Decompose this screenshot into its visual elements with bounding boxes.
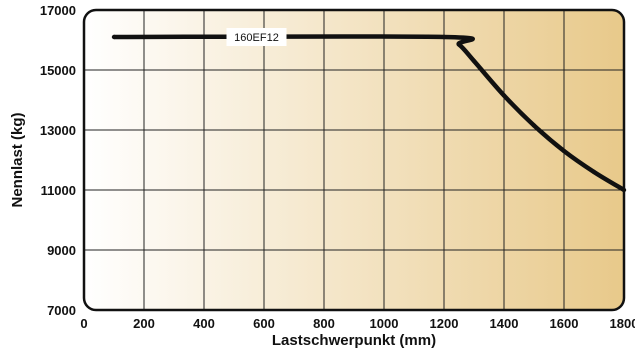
data-point xyxy=(456,42,462,47)
tick-labels: 0 200 400 600 800 1000 1200 1400 1600 1800 7000 900… xyxy=(40,3,635,331)
data-point xyxy=(441,34,447,40)
x-tick-label: 1000 xyxy=(370,316,399,331)
data-point xyxy=(561,148,567,154)
series-layer: 160EF12 xyxy=(111,28,627,193)
y-tick-label: 9000 xyxy=(47,243,76,258)
plot-background xyxy=(84,10,624,310)
x-tick-label: 200 xyxy=(133,316,155,331)
x-tick-label: 1400 xyxy=(490,316,519,331)
x-tick-label: 800 xyxy=(313,316,335,331)
series-label: 160EF12 xyxy=(234,32,279,44)
y-tick-label: 7000 xyxy=(47,303,76,318)
x-axis-title: Lastschwerpunkt (mm) xyxy=(272,332,436,349)
data-point xyxy=(531,123,537,128)
y-tick-label: 13000 xyxy=(40,123,76,138)
x-tick-label: 1800 xyxy=(610,316,635,331)
series-label-box xyxy=(226,28,287,46)
y-axis-title: Nennlast (kg) xyxy=(9,112,26,207)
data-point xyxy=(501,93,507,98)
x-tick-label: 1200 xyxy=(430,316,459,331)
y-tick-label: 17000 xyxy=(40,3,76,18)
grid xyxy=(84,10,624,310)
plot-frame xyxy=(82,8,626,312)
x-tick-label: 1600 xyxy=(550,316,579,331)
data-point xyxy=(591,169,597,175)
y-tick-label: 15000 xyxy=(40,63,76,78)
x-tick-label: 0 xyxy=(80,316,87,331)
x-tick-label: 400 xyxy=(193,316,215,331)
data-point xyxy=(111,34,117,40)
data-point xyxy=(471,58,477,64)
series-line-160EF12 xyxy=(113,34,626,192)
y-tick-label: 11000 xyxy=(41,183,76,198)
x-tick-label: 600 xyxy=(253,316,275,331)
